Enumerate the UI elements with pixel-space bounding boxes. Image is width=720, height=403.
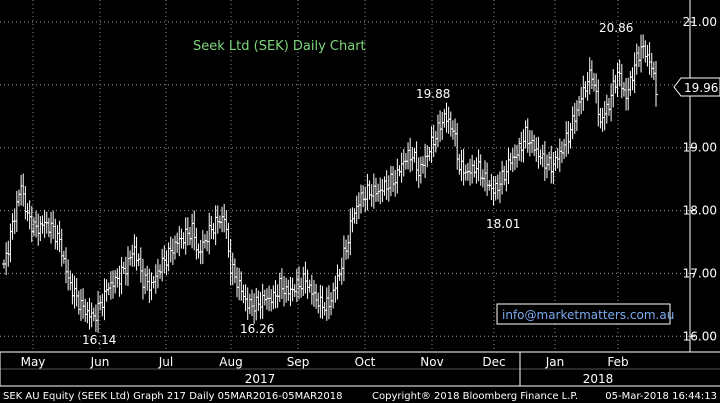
x-month-label-2: Jul — [158, 355, 173, 369]
x-month-label-3: Aug — [219, 355, 242, 369]
x-month-label-9: Feb — [607, 355, 628, 369]
gridlines-horizontal — [0, 21, 690, 337]
y-tick-label-3: 19.00 — [683, 141, 717, 155]
x-year-2017: 2017 — [245, 372, 276, 386]
footer-bar — [0, 387, 720, 403]
x-month-label-1: Jun — [90, 355, 110, 369]
y-tick-label-5: 21.00 — [683, 15, 717, 29]
last-price-flag-shape — [673, 77, 720, 97]
watermark-text: info@marketmatters.com.au — [502, 308, 674, 322]
y-tick-label-2: 18.00 — [683, 204, 717, 218]
annotation-low-dec: 18.01 — [486, 217, 520, 231]
footer-security: SEK AU Equity (SEEK Ltd) Graph 217 Daily… — [3, 391, 342, 402]
y-tick-label-0: 16.00 — [683, 329, 717, 343]
annotation-high-nov: 19.88 — [416, 87, 450, 101]
x-year-2018: 2018 — [583, 372, 614, 386]
chart-title: Seek Ltd (SEK) Daily Chart — [193, 39, 366, 54]
x-month-label-4: Sep — [287, 355, 310, 369]
x-axis-months: May Jun Jul Aug Sep Oct Nov Dec Jan Feb — [21, 355, 629, 369]
ohlc-bar — [654, 61, 658, 107]
x-month-label-8: Jan — [545, 355, 565, 369]
last-price-flag: 19.96 — [673, 77, 720, 97]
last-price-label: 19.96 — [684, 81, 718, 95]
watermark: info@marketmatters.com.au — [496, 303, 674, 325]
x-month-label-0: May — [21, 355, 46, 369]
x-month-label-5: Oct — [355, 355, 376, 369]
annotation-low-jun: 16.14 — [82, 333, 116, 347]
x-month-label-6: Nov — [420, 355, 443, 369]
annotation-low-aug: 16.26 — [240, 322, 274, 336]
footer-copyright: Copyright® 2018 Bloomberg Finance L.P. — [372, 391, 578, 402]
y-tick-label-1: 17.00 — [683, 266, 717, 280]
footer-timestamp: 05-Mar-2018 16:44:13 — [605, 391, 717, 402]
annotation-high-feb: 20.86 — [599, 21, 633, 35]
x-month-label-7: Dec — [482, 355, 505, 369]
watermark-box — [496, 303, 671, 325]
price-series — [2, 34, 658, 333]
